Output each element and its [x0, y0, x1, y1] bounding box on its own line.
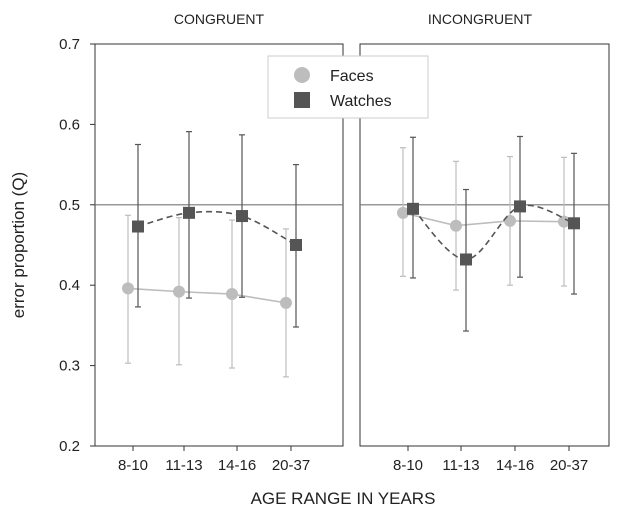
legend: Faces Watches: [267, 55, 429, 119]
data-marks: [122, 131, 580, 378]
x-tick-label: 20-37: [272, 457, 310, 474]
faces-point: [226, 288, 238, 301]
legend-watches-label: Watches: [330, 93, 392, 110]
x-tick-label: 11-13: [442, 457, 479, 474]
panel-incongruent-frame: [359, 43, 610, 447]
x-axis-title: AGE RANGE IN YEARS: [251, 489, 436, 508]
x-tick-label: 8-10: [118, 457, 148, 474]
faces-point: [397, 206, 409, 219]
panel-congruent-frame: [94, 43, 344, 447]
panel-title-congruent: CONGRUENT: [174, 11, 265, 27]
x-tick-label: 14-16: [496, 457, 534, 474]
watches-point: [132, 220, 144, 233]
watches-series-line: [137, 210, 297, 246]
watches-point: [407, 202, 419, 215]
legend-watches-marker: [294, 92, 310, 108]
faces-series-line: [127, 287, 287, 304]
watches-point: [290, 239, 302, 251]
faces-point: [280, 296, 292, 309]
legend-faces-marker: [294, 67, 310, 83]
watches-point: [460, 253, 472, 266]
y-tick-label: 0.2: [59, 438, 80, 455]
faces-point: [122, 282, 134, 295]
y-axis-ticks: 0.2 0.3 0.4 0.5 0.6 0.7: [59, 36, 95, 455]
y-tick-label: 0.6: [59, 116, 80, 133]
faces-point: [173, 285, 185, 298]
panel-title-incongruent: INCONGRUENT: [428, 11, 533, 27]
watches-series-line: [412, 204, 575, 261]
watches-point: [568, 217, 580, 230]
y-tick-label: 0.4: [59, 277, 80, 294]
x-tick-label: 11-13: [165, 457, 202, 474]
x-tick-label: 8-10: [393, 457, 423, 474]
faces-point: [504, 214, 516, 227]
y-axis-title: error proportion (Q): [9, 172, 28, 318]
x-tick-label: 14-16: [218, 457, 256, 474]
legend-faces-label: Faces: [330, 68, 374, 85]
y-tick-label: 0.5: [59, 197, 80, 214]
faces-series-line: [402, 212, 565, 227]
x-axis-ticks: 8-10 11-13 14-16 20-37 8-10 11-13 14-16 20-37: [118, 446, 588, 474]
faces-point: [558, 215, 570, 228]
watches-point: [183, 206, 195, 219]
y-tick-label: 0.3: [59, 358, 80, 375]
watches-point: [514, 200, 526, 213]
faces-point: [450, 219, 462, 232]
y-tick-label: 0.7: [59, 36, 80, 53]
watches-point: [236, 210, 248, 223]
x-tick-label: 20-37: [550, 457, 588, 474]
